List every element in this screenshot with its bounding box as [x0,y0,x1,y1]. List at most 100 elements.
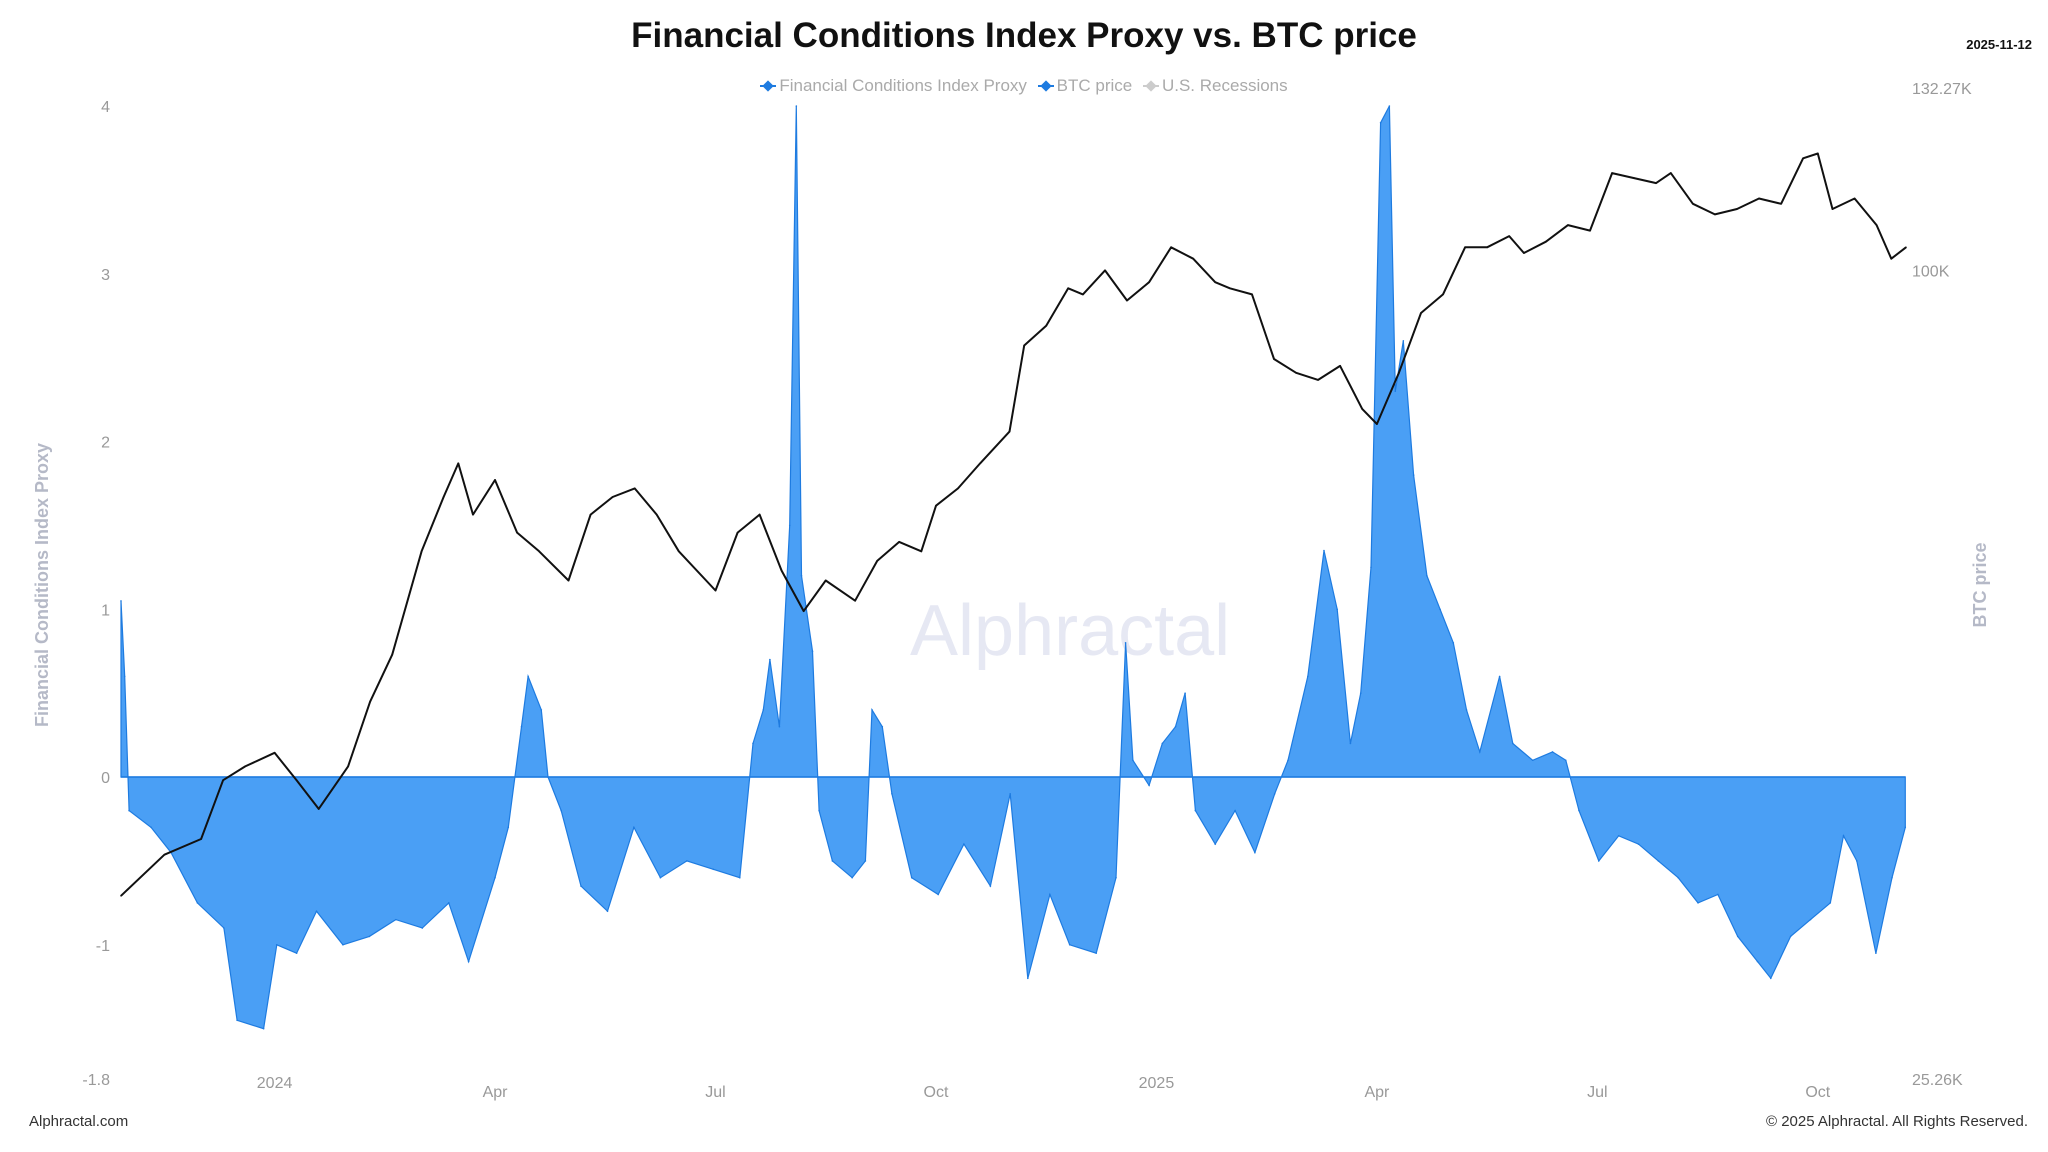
btc-point [295,779,298,781]
btc-point [538,550,540,553]
left-tick-label: 0 [101,770,110,787]
btc-point [677,550,680,553]
fci-point [196,902,199,904]
btc-point [1170,246,1172,249]
btc-point [1875,224,1878,226]
btc-point [633,487,636,490]
btc-point [758,513,761,516]
legend-item-recessions[interactable]: U.S. Recessions [1142,76,1288,96]
btc-point [1045,324,1048,327]
fci-point [1697,902,1699,904]
btc-point [1295,372,1297,374]
fci-point [851,876,853,879]
fci-point [795,105,798,107]
btc-point [1831,208,1834,210]
fci-point [395,918,397,921]
btc-point [222,779,224,781]
fci-point [1336,608,1339,611]
x-tick-label: Jul [1587,1084,1607,1101]
btc-point [472,513,474,516]
right-tick-label: 100K [1912,263,1950,280]
btc-point [1545,240,1547,243]
footer-copyright: © 2025 Alphractal. All Rights Reserved. [1765,1113,2028,1130]
btc-point [494,479,496,481]
fci-point [580,885,582,887]
left-tick-label: 1 [101,602,110,619]
fci-point [1394,390,1397,392]
footer-site[interactable]: Alphractal.com [29,1113,129,1130]
btc-point [1714,213,1716,216]
fci-point [871,709,873,711]
fci-point [1809,918,1812,921]
fci-point [1478,751,1481,753]
fci-point [223,927,225,929]
btc-point [1148,281,1150,284]
legend-item-btc[interactable]: BTC price [1037,76,1133,96]
btc-point [1905,246,1907,249]
fci-point [686,860,688,862]
fci-point [1512,742,1514,745]
fci-point [295,952,298,954]
fci-point [1174,725,1177,728]
left-tick-label: 2 [101,435,110,452]
btc-point [516,531,518,534]
btc-point [1890,257,1893,260]
btc-point [1361,408,1363,410]
fci-point [368,935,371,938]
fci-point [1254,851,1256,854]
btc-point [935,504,937,507]
legend: Financial Conditions Index Proxy BTC pri… [0,72,2048,96]
fci-point [1388,105,1391,107]
legend-item-fci[interactable]: Financial Conditions Index Proxy [760,76,1027,96]
btc-point [589,513,592,516]
btc-point [244,765,246,768]
btc-point [802,610,805,612]
btc-point [1398,372,1400,374]
fci-point [1657,860,1660,862]
fci-point [864,860,867,862]
btc-point [1251,293,1253,296]
fci-point [1891,876,1893,879]
btc-point [1802,157,1804,160]
legend-label: U.S. Recessions [1161,76,1288,95]
btc-point [391,653,393,656]
fci-point [1124,642,1127,644]
fci-point [1402,340,1405,342]
btc-point [1214,281,1217,284]
fci-point [1370,566,1372,569]
fci-point [891,793,893,795]
fci-point [1756,960,1759,963]
fci-point [1465,709,1468,711]
fci-point [1617,834,1620,837]
fci-point [633,826,635,829]
btc-point [1736,208,1738,210]
fci-point [1904,826,1907,829]
x-tick-label: Jul [705,1084,725,1101]
legend-label: BTC price [1056,76,1133,95]
btc-point [714,589,717,592]
fci-point [128,809,130,812]
fci-point [1273,793,1276,795]
fci-point [1132,759,1134,762]
btc-point [920,550,923,553]
left-tick-label: 3 [101,267,110,284]
fci-point [150,826,152,829]
fci-point [1842,834,1845,837]
fci-point [1009,793,1011,795]
btc-point [854,599,856,602]
fci-point [1184,692,1186,694]
btc-point [611,496,614,498]
fci-point [494,876,496,879]
fci-point [507,826,510,829]
btc-point [1008,430,1011,433]
fci-point [1439,608,1441,611]
btc-point [876,560,878,562]
fci-point [315,910,318,913]
fci-point [831,860,834,862]
fci-point [236,1019,238,1022]
fci-point [447,902,450,904]
fci-point [1148,784,1150,787]
fci-point [421,927,424,929]
btc-point [1317,379,1319,381]
